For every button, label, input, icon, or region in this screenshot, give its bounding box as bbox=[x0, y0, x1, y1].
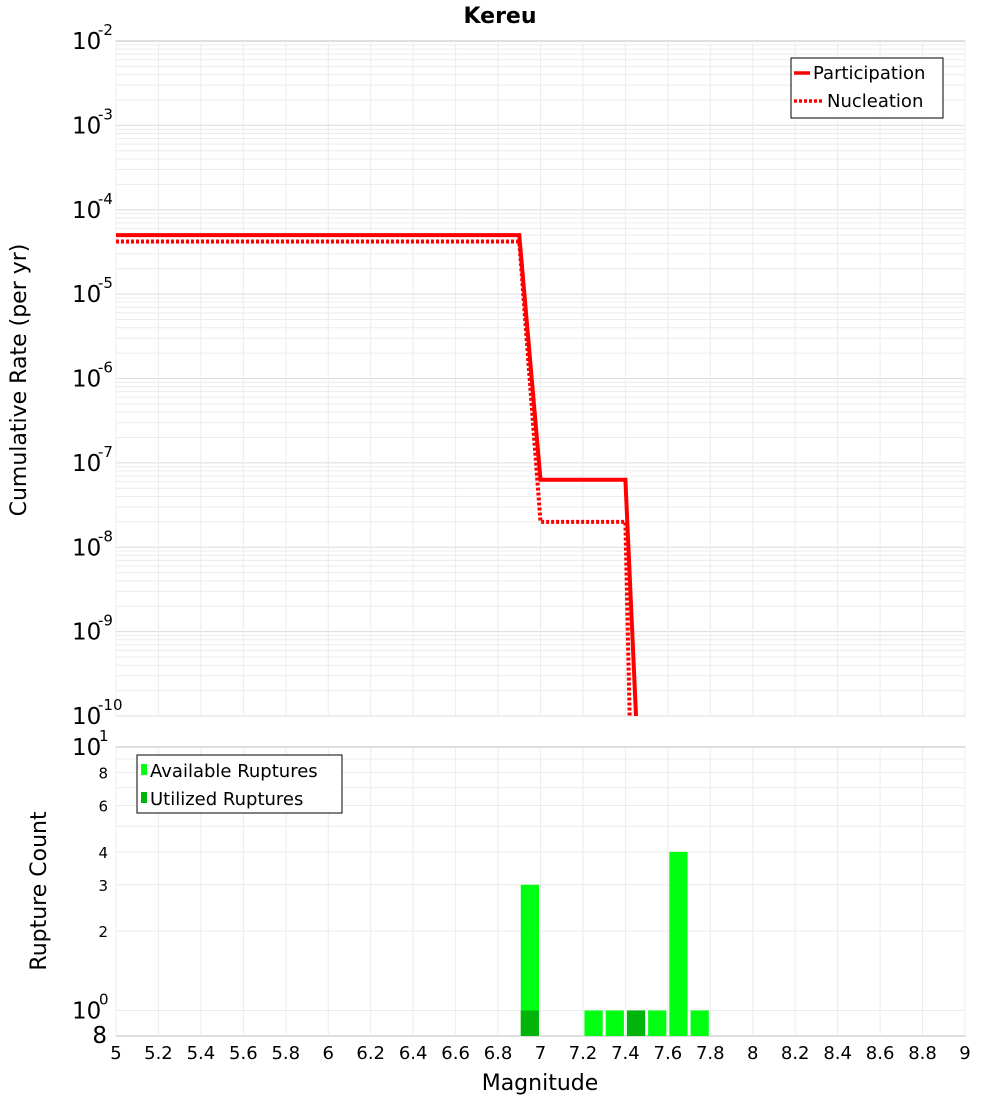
x-tick-label: 5.4 bbox=[187, 1043, 216, 1064]
x-tick-label: 5.8 bbox=[271, 1043, 300, 1064]
x-tick-label: 8.6 bbox=[866, 1043, 895, 1064]
y-tick-label: 10 bbox=[72, 451, 101, 477]
x-tick-label: 7.4 bbox=[611, 1043, 640, 1064]
top-y-axis-label: Cumulative Rate (per yr) bbox=[7, 244, 32, 517]
x-tick-label: 6.6 bbox=[441, 1043, 470, 1064]
y-tick-label: 3 bbox=[98, 877, 108, 895]
x-tick-label: 6.2 bbox=[356, 1043, 385, 1064]
y-tick-label: 4 bbox=[98, 844, 108, 862]
legend-label-participation: Participation bbox=[813, 63, 925, 84]
y-tick-exponent: 1 bbox=[99, 727, 109, 745]
y-tick-label: 10 bbox=[72, 282, 101, 308]
x-tick-label: 6.4 bbox=[399, 1043, 428, 1064]
bar-available-ruptures bbox=[605, 1010, 624, 1036]
x-tick-label: 5.6 bbox=[229, 1043, 258, 1064]
top-legend: Participation Nucleation bbox=[790, 57, 944, 119]
y-tick-label: 10 bbox=[72, 367, 101, 393]
y-tick-label: 10 bbox=[72, 704, 101, 730]
y-tick-exponent: -6 bbox=[98, 359, 113, 377]
chart-title: Kereu bbox=[463, 4, 536, 29]
x-tick-label: 6.8 bbox=[484, 1043, 513, 1064]
bar-available-ruptures bbox=[669, 851, 688, 1036]
bar-available-ruptures bbox=[584, 1010, 603, 1036]
x-tick-label: 8.8 bbox=[908, 1043, 937, 1064]
bar-available-ruptures bbox=[690, 1010, 709, 1036]
bottom-legend: Available Ruptures Utilized Ruptures bbox=[136, 754, 343, 814]
x-tick-label: 7.8 bbox=[696, 1043, 725, 1064]
x-axis-label: Magnitude bbox=[482, 1071, 599, 1096]
series-line-participation bbox=[116, 233, 639, 717]
x-tick-label: 9 bbox=[959, 1043, 970, 1064]
legend-swatch-utilized bbox=[141, 792, 147, 803]
x-tick-label: 5 bbox=[110, 1043, 121, 1064]
x-tick-label: 6 bbox=[323, 1043, 334, 1064]
y-tick-label: 6 bbox=[98, 797, 108, 815]
y-tick-label: 2 bbox=[98, 923, 108, 941]
y-tick-exponent: -4 bbox=[98, 190, 113, 208]
x-tick-label: 7.6 bbox=[654, 1043, 683, 1064]
legend-label-utilized: Utilized Ruptures bbox=[150, 789, 303, 810]
y-tick-exponent: 0 bbox=[99, 990, 109, 1008]
x-tick-label: 5.2 bbox=[144, 1043, 173, 1064]
y-tick-exponent: -3 bbox=[98, 105, 113, 123]
y-tick-label: 10 bbox=[72, 620, 101, 646]
y-tick-label: 10 bbox=[72, 113, 101, 139]
legend-label-available: Available Ruptures bbox=[150, 761, 318, 782]
bottom-bars bbox=[520, 851, 709, 1036]
y-tick-exponent: -9 bbox=[98, 612, 113, 630]
bar-utilized-ruptures bbox=[520, 1010, 539, 1036]
y-tick-label: 10 bbox=[72, 198, 101, 224]
y-tick-label: 10 bbox=[72, 29, 101, 55]
top-grid bbox=[115, 41, 966, 717]
x-tick-label: 8.2 bbox=[781, 1043, 810, 1064]
x-tick-label: 7 bbox=[535, 1043, 546, 1064]
legend-swatch-available bbox=[141, 764, 147, 775]
bottom-x-ticks: 5 5.2 5.4 5.6 5.8 6 6.2 6.4 6.6 6.8 7 7.2 7.4 7.6 7.8 8… bbox=[110, 1043, 970, 1064]
x-tick-label: 8.4 bbox=[823, 1043, 852, 1064]
y-tick-exponent: -2 bbox=[98, 21, 113, 39]
x-tick-label: 7.2 bbox=[569, 1043, 598, 1064]
bar-available-ruptures bbox=[520, 884, 539, 1036]
y-tick-label: 10 bbox=[72, 998, 101, 1024]
top-series bbox=[116, 233, 639, 717]
bottom-y-axis-label: Rupture Count bbox=[27, 811, 52, 971]
bar-utilized-ruptures bbox=[626, 1010, 646, 1036]
y-tick-label: 10 bbox=[72, 735, 101, 761]
legend-label-nucleation: Nucleation bbox=[827, 91, 923, 112]
y-tick-exponent: -7 bbox=[98, 443, 113, 461]
x-tick-label: 8 bbox=[747, 1043, 758, 1064]
y-tick-label: 10 bbox=[72, 535, 101, 561]
y-tick-label: 8 bbox=[98, 765, 108, 783]
y-tick-exponent: -10 bbox=[98, 696, 123, 714]
y-tick-exponent: -8 bbox=[98, 527, 113, 545]
y-tick-exponent: -5 bbox=[98, 274, 113, 292]
y-tick-label: 8 bbox=[92, 1023, 107, 1049]
bar-available-ruptures bbox=[648, 1010, 667, 1036]
